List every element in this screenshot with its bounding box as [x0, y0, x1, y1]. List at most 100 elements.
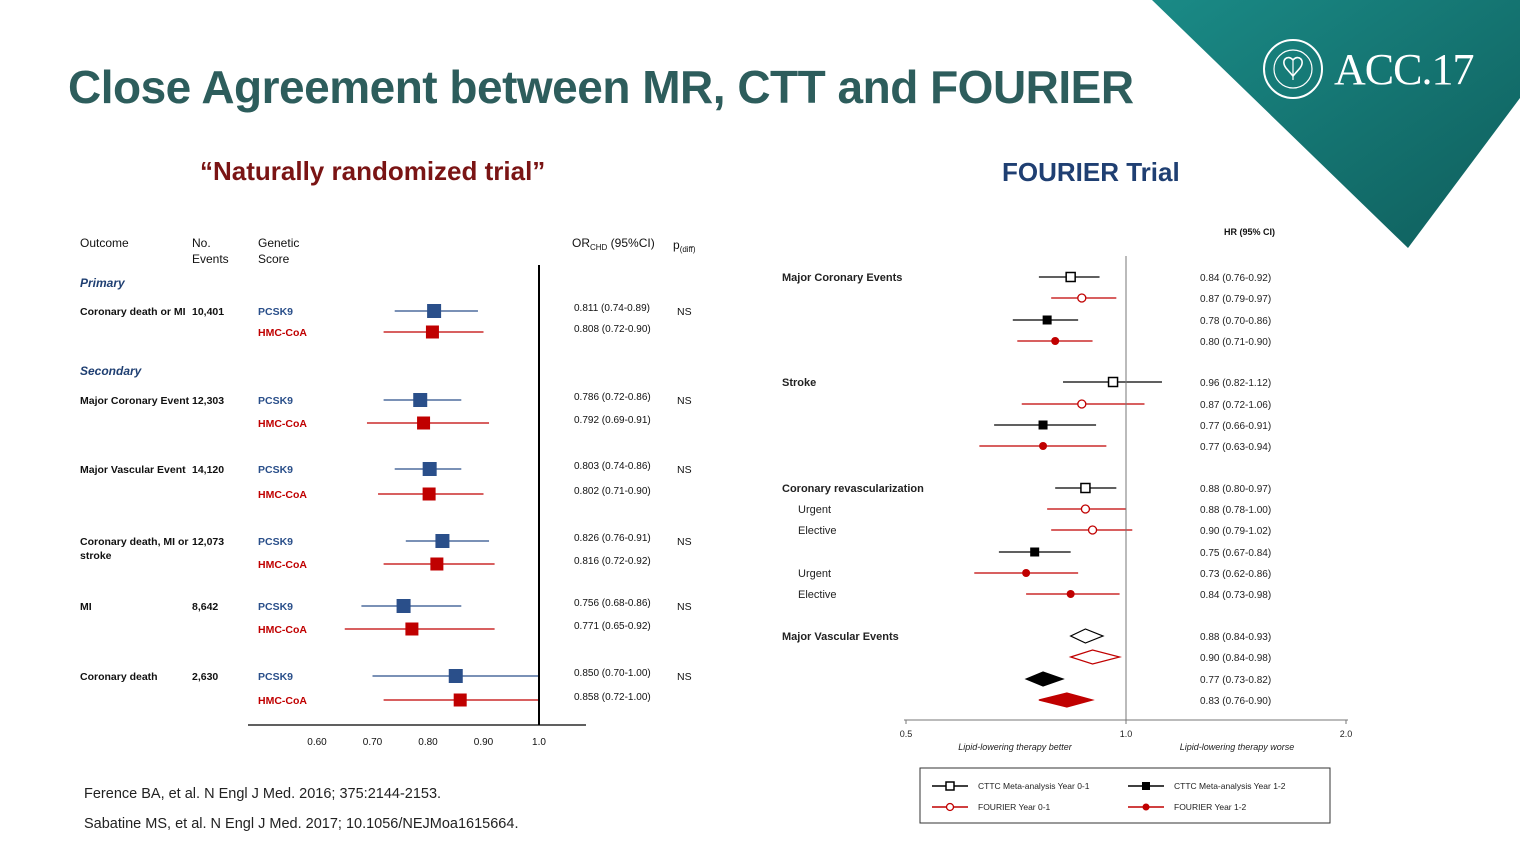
hr-ci-value: 0.87 (0.79-0.97) — [1200, 294, 1271, 305]
x-tick-label: 1.0 — [532, 737, 546, 748]
references: Ference BA, et al. N Engl J Med. 2016; 3… — [84, 786, 518, 846]
hr-ci-value: 0.90 (0.84-0.98) — [1200, 653, 1271, 664]
p-diff-value: NS — [677, 464, 692, 476]
hr-ci-value: 0.78 (0.70-0.86) — [1200, 316, 1271, 327]
subcategory-label: Urgent — [798, 568, 831, 580]
right-chart-subtitle: FOURIER Trial — [1002, 157, 1180, 187]
events-value: 8,642 — [192, 601, 218, 613]
p-diff-value: NS — [677, 671, 692, 683]
point-estimate-filled-circle — [1022, 569, 1031, 577]
p-diff-value: NS — [677, 395, 692, 407]
or-ci-value: 0.816 (0.72-0.92) — [574, 556, 651, 567]
outcome-label: Major Coronary Event — [80, 395, 190, 407]
or-ci-value: 0.826 (0.76-0.91) — [574, 533, 651, 544]
point-estimate-square — [425, 325, 439, 339]
left-chart-subtitle: “Naturally randomized trial” — [200, 156, 546, 186]
point-estimate-filled-circle — [1039, 442, 1048, 450]
hr-ci-value: 0.87 (0.72-1.06) — [1200, 400, 1271, 411]
x-tick-label: 0.60 — [307, 737, 327, 748]
point-estimate-open-square — [1080, 482, 1091, 494]
outcome-label: Coronary death or MI — [80, 306, 186, 318]
hr-header: HR (95% CI) — [1224, 227, 1275, 237]
legend-box — [919, 767, 1331, 824]
point-estimate-square — [427, 304, 442, 318]
reference-1: Ference BA, et al. N Engl J Med. 2016; 3… — [84, 786, 442, 802]
header-events-line1: No. — [192, 236, 211, 250]
point-estimate-square — [396, 599, 411, 613]
legend-marker-open-circle — [945, 802, 955, 812]
genetic-score-label: HMC-CoA — [258, 695, 307, 707]
hr-ci-value: 0.90 (0.79-1.02) — [1200, 526, 1271, 537]
corner-triangle — [1152, 0, 1520, 248]
hr-ci-value: 0.73 (0.62-0.86) — [1200, 569, 1271, 580]
or-ci-value: 0.756 (0.68-0.86) — [574, 598, 651, 609]
hr-ci-value: 0.88 (0.80-0.97) — [1200, 484, 1271, 495]
events-value: 14,120 — [192, 464, 224, 476]
point-estimate-square — [422, 462, 437, 476]
or-ci-value: 0.786 (0.72-0.86) — [574, 392, 651, 403]
header-or: ORCHD (95%CI) — [572, 236, 655, 252]
outcome-label: Coronary death — [80, 671, 158, 683]
genetic-score-label: PCSK9 — [258, 464, 293, 476]
p-diff-value: NS — [677, 601, 692, 613]
outcome-label: Major Vascular Event — [80, 464, 186, 476]
legend-marker-filled-circle — [1142, 803, 1150, 811]
or-ci-value: 0.803 (0.74-0.86) — [574, 461, 651, 472]
outcome-label: Coronary death, MI or — [80, 536, 189, 548]
point-estimate-square — [448, 669, 463, 683]
genetic-score-label: HMC-CoA — [258, 418, 307, 430]
acc17-logo-text: ACC.17 — [1334, 45, 1474, 94]
legend-label: FOURIER Year 1-2 — [1174, 802, 1247, 812]
x-tick-label: 0.5 — [900, 729, 913, 739]
legend-marker-open-square — [945, 781, 955, 791]
hr-ci-value: 0.75 (0.67-0.84) — [1200, 548, 1271, 559]
point-estimate-open-square — [1107, 376, 1119, 388]
subcategory-label: Urgent — [798, 504, 831, 516]
section-label-secondary: Secondary — [80, 364, 143, 378]
genetic-score-label: PCSK9 — [258, 536, 293, 548]
or-ci-value: 0.771 (0.65-0.92) — [574, 621, 651, 632]
point-estimate-square — [405, 622, 419, 636]
header-events-line2: Events — [192, 252, 229, 266]
point-estimate-square — [413, 393, 428, 407]
reference-2: Sabatine MS, et al. N Engl J Med. 2017; … — [84, 816, 519, 832]
hr-ci-value: 0.84 (0.73-0.98) — [1200, 590, 1271, 601]
hr-ci-value: 0.77 (0.63-0.94) — [1200, 442, 1271, 453]
legend-label: FOURIER Year 0-1 — [978, 802, 1051, 812]
genetic-score-label: HMC-CoA — [258, 489, 307, 501]
category-label: Major Vascular Events — [782, 631, 899, 643]
or-ci-value: 0.811 (0.74-0.89) — [574, 303, 650, 314]
header-p-diff: p(diff) — [673, 238, 696, 254]
mendelian-randomization-forest-plot: Outcome No. Events Genetic Score ORCHD (95%CI… — [80, 236, 696, 748]
genetic-score-label: PCSK9 — [258, 395, 293, 407]
point-estimate-filled-square — [1042, 315, 1052, 325]
category-label: Major Coronary Events — [782, 272, 902, 284]
acc-seal-logo — [1263, 39, 1323, 99]
point-estimate-filled-square — [1038, 420, 1048, 430]
point-estimate-square — [417, 416, 431, 430]
hr-ci-value: 0.77 (0.73-0.82) — [1200, 675, 1271, 686]
outcome-label: stroke — [80, 550, 112, 562]
genetic-score-label: PCSK9 — [258, 306, 293, 318]
x-tick-label: 0.70 — [363, 737, 383, 748]
point-estimate-filled-square — [1030, 547, 1040, 557]
hr-ci-value: 0.88 (0.84-0.93) — [1200, 632, 1271, 643]
hr-ci-value: 0.84 (0.76-0.92) — [1200, 273, 1271, 284]
summary-diamond — [1068, 649, 1122, 665]
x-left-note: Lipid-lowering therapy better — [958, 742, 1073, 752]
header-genetic-line1: Genetic — [258, 236, 299, 250]
header-outcome: Outcome — [80, 236, 129, 250]
or-ci-value: 0.808 (0.72-0.90) — [574, 324, 651, 335]
or-ci-value: 0.850 (0.70-1.00) — [574, 668, 651, 679]
legend-label: CTTC Meta-analysis Year 1-2 — [1174, 781, 1286, 791]
point-estimate-filled-circle — [1066, 590, 1075, 598]
or-ci-value: 0.802 (0.71-0.90) — [574, 486, 651, 497]
point-estimate-open-circle — [1080, 504, 1091, 514]
section-label-primary: Primary — [80, 276, 126, 290]
genetic-score-label: HMC-CoA — [258, 327, 307, 339]
x-tick-label: 2.0 — [1340, 729, 1353, 739]
legend-label: CTTC Meta-analysis Year 0-1 — [978, 781, 1090, 791]
events-value: 12,303 — [192, 395, 224, 407]
genetic-score-label: PCSK9 — [258, 601, 293, 613]
